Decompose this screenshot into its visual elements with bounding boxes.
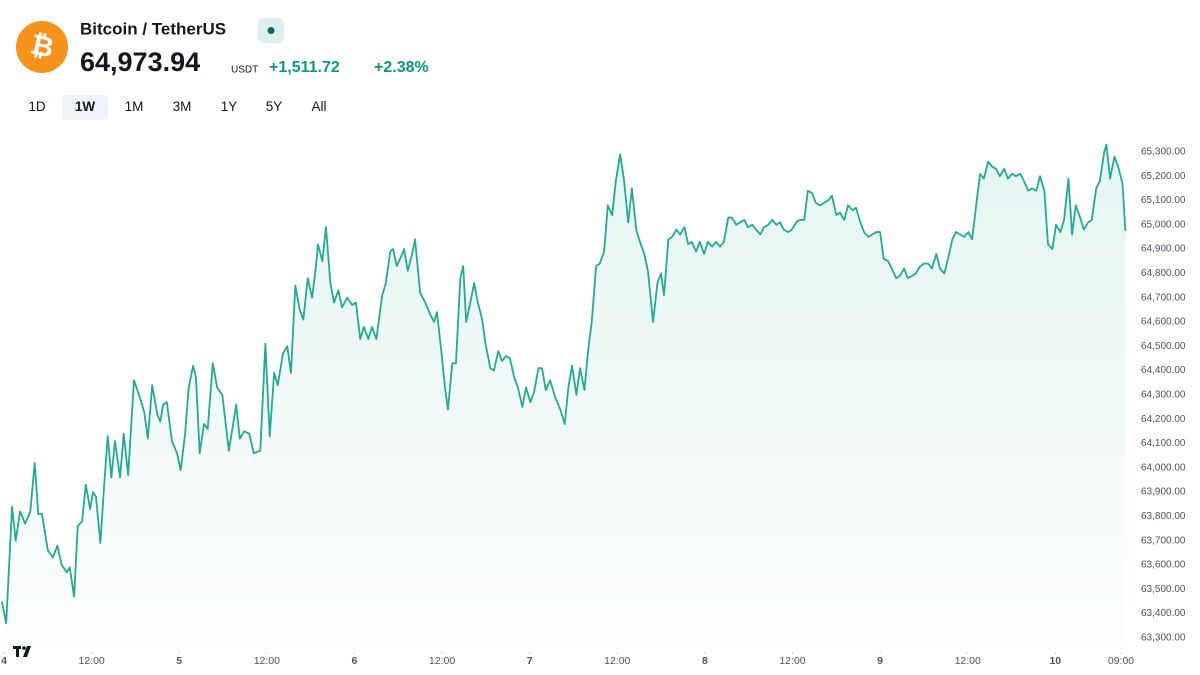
range-button[interactable]: 5Y [266, 99, 283, 114]
x-tick-label: 12:00 [604, 655, 630, 667]
area-fill [1, 144, 1126, 650]
x-tick-label: 12:00 [955, 655, 981, 667]
logo-part [16, 646, 19, 657]
y-tick-label: 65,300.00 [1141, 147, 1186, 158]
tradingview-logo [13, 646, 31, 657]
x-tick-label: 9 [877, 655, 883, 667]
y-tick-label: 63,900.00 [1141, 487, 1186, 498]
y-tick-label: 64,500.00 [1141, 341, 1186, 352]
range-button[interactable]: 3M [173, 99, 192, 114]
bitcoin-logo [16, 21, 68, 73]
range-button[interactable]: 1D [28, 99, 46, 114]
currency: USDT [231, 65, 258, 76]
y-tick-label: 63,500.00 [1141, 584, 1186, 595]
y-tick-label: 64,600.00 [1141, 317, 1186, 328]
y-tick-label: 64,900.00 [1141, 244, 1186, 255]
y-tick-label: 63,400.00 [1141, 608, 1186, 619]
y-tick-label: 64,400.00 [1141, 365, 1186, 376]
range-button[interactable]: 1Y [221, 99, 238, 114]
price: 64,973.94 [80, 47, 200, 77]
y-tick-label: 64,300.00 [1141, 390, 1186, 401]
y-tick-label: 63,700.00 [1141, 535, 1186, 546]
x-tick-label: 09:00 [1108, 655, 1134, 667]
x-tick-label: 12:00 [779, 655, 805, 667]
logo: ₿ [16, 21, 68, 73]
y-tick-label: 64,200.00 [1141, 414, 1186, 425]
x-tick-label: 12:00 [254, 655, 280, 667]
x-tick-label: 8 [702, 655, 708, 667]
logo-part [22, 646, 26, 650]
y-tick-label: 64,100.00 [1141, 438, 1186, 449]
range-button[interactable]: 1W [75, 99, 96, 114]
x-tick-label: 7 [527, 655, 533, 667]
x-tick-label: 6 [352, 655, 358, 667]
logo-part [23, 646, 31, 657]
plot: 63,300.00 63,400.00 63,500.00 63,600.00 63,7… [0, 143, 1186, 667]
range-button[interactable]: 1M [125, 99, 144, 114]
y-tick-label: 63,300.00 [1141, 632, 1186, 643]
y-tick-label: 63,800.00 [1141, 511, 1186, 522]
x-tick-label: 5 [176, 655, 182, 667]
x-tick-label: 12:00 [78, 655, 104, 667]
y-tick-label: 63,600.00 [1141, 560, 1186, 571]
y-tick-label: 64,700.00 [1141, 292, 1186, 303]
y-tick-label: 65,200.00 [1141, 171, 1186, 182]
price-change: +1,511.72 [269, 59, 340, 76]
range-button[interactable]: All [311, 99, 326, 114]
x-tick-label: 10 [1049, 655, 1061, 667]
symbol-title: Bitcoin / TetherUS [80, 19, 226, 38]
status-dot [267, 27, 275, 34]
price-change-percent: +2.38% [374, 59, 429, 76]
range-selector: 1D 1W 1M 3M 1Y 5Y All [28, 95, 327, 120]
y-tick-label: 64,000.00 [1141, 462, 1186, 473]
x-tick-label: 12:00 [429, 655, 455, 667]
y-tick-label: 65,100.00 [1141, 195, 1186, 206]
x-tick-label: 4 [1, 655, 7, 667]
range-button-bg[interactable] [62, 95, 108, 120]
y-tick-label: 64,800.00 [1141, 268, 1186, 279]
y-tick-label: 65,000.00 [1141, 219, 1186, 230]
price-line [0, 143, 1127, 625]
